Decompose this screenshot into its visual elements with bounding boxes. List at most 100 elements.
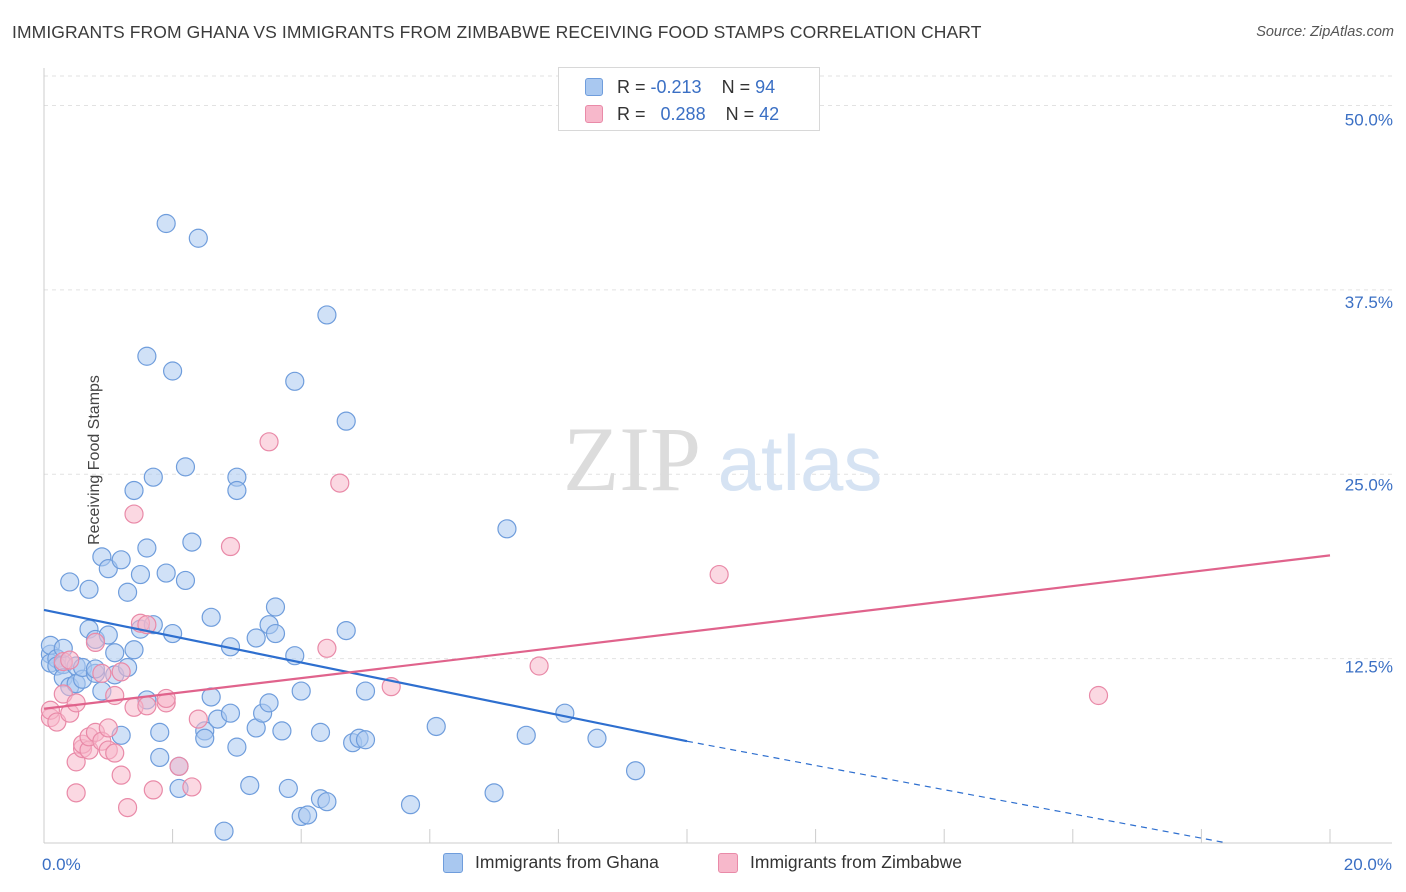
zimbabwe-point (259, 432, 279, 452)
ghana-point (150, 747, 170, 768)
ghana-point (156, 213, 176, 234)
ghana-point (240, 775, 260, 796)
stats-legend: R = -0.213 N = 94 R = 0.288 N = 42 (558, 67, 820, 131)
ghana-point (117, 582, 138, 602)
ghana-point (175, 457, 196, 477)
ghana-point (182, 532, 202, 552)
ghana-point (163, 623, 183, 644)
ghana-legend-swatch (443, 852, 463, 873)
legend-item-ghana[interactable]: Immigrants from Ghana (443, 852, 659, 873)
n-value: 94 (755, 76, 776, 97)
zimbabwe-point (117, 797, 138, 818)
zimbabwe-point (85, 632, 106, 653)
n-label: N = (725, 103, 755, 124)
ghana-point (265, 597, 286, 617)
zimbabwe-point (124, 504, 144, 524)
ghana-point (336, 411, 356, 431)
ghana-point (156, 563, 176, 583)
zimbabwe-point (330, 473, 350, 493)
ghana-point (587, 728, 607, 748)
ghana-point (317, 792, 337, 812)
zimbabwe-point (137, 696, 157, 716)
zimbabwe-point (143, 780, 163, 800)
ghana-point (246, 628, 266, 648)
ghana-point (163, 361, 183, 381)
ghana-point (111, 550, 131, 570)
zimbabwe-point (105, 743, 125, 763)
zimbabwe-point (709, 564, 729, 585)
ghana-point (227, 480, 247, 501)
trend-lines (43, 554, 1331, 844)
ghana-trend-extension (686, 740, 1228, 844)
ghana-point (124, 640, 144, 660)
ghana-point (625, 761, 646, 781)
ghana-point (143, 467, 163, 487)
r-label: R = (617, 76, 646, 97)
ghana-point (150, 722, 170, 742)
ghana-point (516, 725, 536, 745)
zimbabwe-point (529, 656, 549, 676)
stats-row-ghana: R = -0.213 N = 94 (585, 76, 775, 98)
ghana-swatch (585, 78, 603, 96)
ghana-point (79, 579, 99, 599)
y-tick-label: 37.5% (1345, 293, 1393, 312)
ghana-trend-line (43, 608, 688, 743)
y-tick-label: 12.5% (1345, 658, 1393, 677)
r-value: 0.288 (660, 103, 706, 124)
ghana-point (298, 805, 318, 825)
source-label: Source: ZipAtlas.com (1256, 24, 1394, 40)
legend-item-zimbabwe[interactable]: Immigrants from Zimbabwe (718, 852, 962, 873)
zimbabwe-point (66, 693, 86, 713)
y-axis-label: Receiving Food Stamps (85, 375, 103, 545)
ghana-point (124, 480, 144, 501)
ghana-point (426, 716, 446, 737)
watermark-zip: ZIP (563, 408, 701, 510)
y-tick-label: 50.0% (1345, 111, 1393, 130)
ghana-point (137, 538, 157, 558)
ghana-point (336, 620, 356, 641)
y-tick-label: 25.0% (1345, 475, 1393, 494)
watermark-atlas: atlas (718, 419, 883, 507)
ghana-point (201, 607, 221, 627)
zimbabwe-swatch (585, 105, 603, 123)
ghana-point (310, 722, 331, 742)
zimbabwe-point (317, 638, 337, 658)
ghana-point (259, 693, 279, 713)
zimbabwe-point (60, 650, 80, 670)
series-legend: Immigrants from Ghana Immigrants from Zi… (0, 852, 1406, 876)
zimbabwe-point (111, 662, 131, 682)
zimbabwe-point (169, 756, 189, 776)
zimbabwe-point (92, 663, 112, 683)
ghana-point (220, 703, 241, 723)
zimbabwe-point (156, 688, 176, 709)
ghana-point (497, 519, 517, 539)
zimbabwe-point (188, 709, 208, 729)
zimbabwe-trend-line (43, 554, 1331, 710)
ghana-point (60, 572, 80, 592)
legend-label: Immigrants from Ghana (475, 852, 659, 872)
ghana-point (355, 681, 376, 701)
ghana-point (285, 371, 305, 391)
zimbabwe-point (98, 718, 118, 738)
r-value: -0.213 (650, 76, 702, 97)
stats-row-zimbabwe: R = 0.288 N = 42 (585, 103, 779, 125)
zimbabwe-legend-swatch (718, 852, 738, 873)
zimbabwe-point (182, 777, 202, 797)
zimbabwe-point (66, 783, 86, 803)
ghana-point (105, 643, 125, 663)
ghana-point (265, 623, 286, 644)
ghana-point (195, 728, 215, 748)
ghana-point (272, 721, 292, 741)
r-label: R = (617, 103, 646, 124)
ghana-point (214, 821, 234, 841)
ghana-point (355, 730, 376, 750)
zimbabwe-point (220, 536, 241, 557)
n-value: 42 (759, 103, 780, 124)
ghana-point (188, 228, 208, 248)
zimbabwe-point (111, 765, 131, 785)
legend-label: Immigrants from Zimbabwe (750, 852, 962, 872)
ghana-point (227, 737, 247, 757)
chart-title: IMMIGRANTS FROM GHANA VS IMMIGRANTS FROM… (12, 22, 982, 42)
ghana-point (278, 778, 298, 799)
